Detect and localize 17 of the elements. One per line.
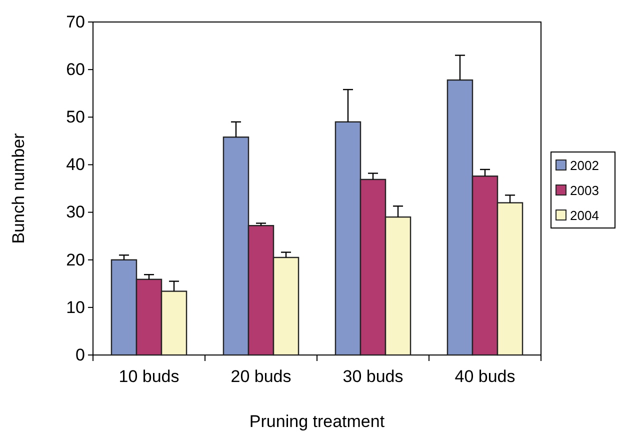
x-tick-label: 10 buds bbox=[118, 366, 180, 386]
y-tick-label: 10 bbox=[66, 298, 85, 317]
y-tick-label: 20 bbox=[66, 250, 85, 270]
x-tick-label: 40 buds bbox=[454, 366, 516, 386]
y-tick-label: 60 bbox=[66, 60, 85, 80]
x-tick-label: 20 buds bbox=[230, 366, 292, 386]
legend-label: 2004 bbox=[570, 208, 599, 223]
y-tick-label: 0 bbox=[76, 345, 85, 364]
x-axis-title: Pruning treatment bbox=[249, 412, 385, 431]
y-tick-label: 40 bbox=[66, 155, 85, 174]
y-tick-label: 70 bbox=[66, 12, 85, 32]
y-axis-title: Bunch number bbox=[9, 132, 28, 244]
y-tick-label: 30 bbox=[66, 202, 85, 222]
legend-label: 2002 bbox=[570, 158, 599, 173]
y-tick-label: 50 bbox=[66, 108, 85, 127]
legend-label: 2003 bbox=[570, 183, 599, 198]
x-tick-label: 30 buds bbox=[342, 366, 404, 386]
